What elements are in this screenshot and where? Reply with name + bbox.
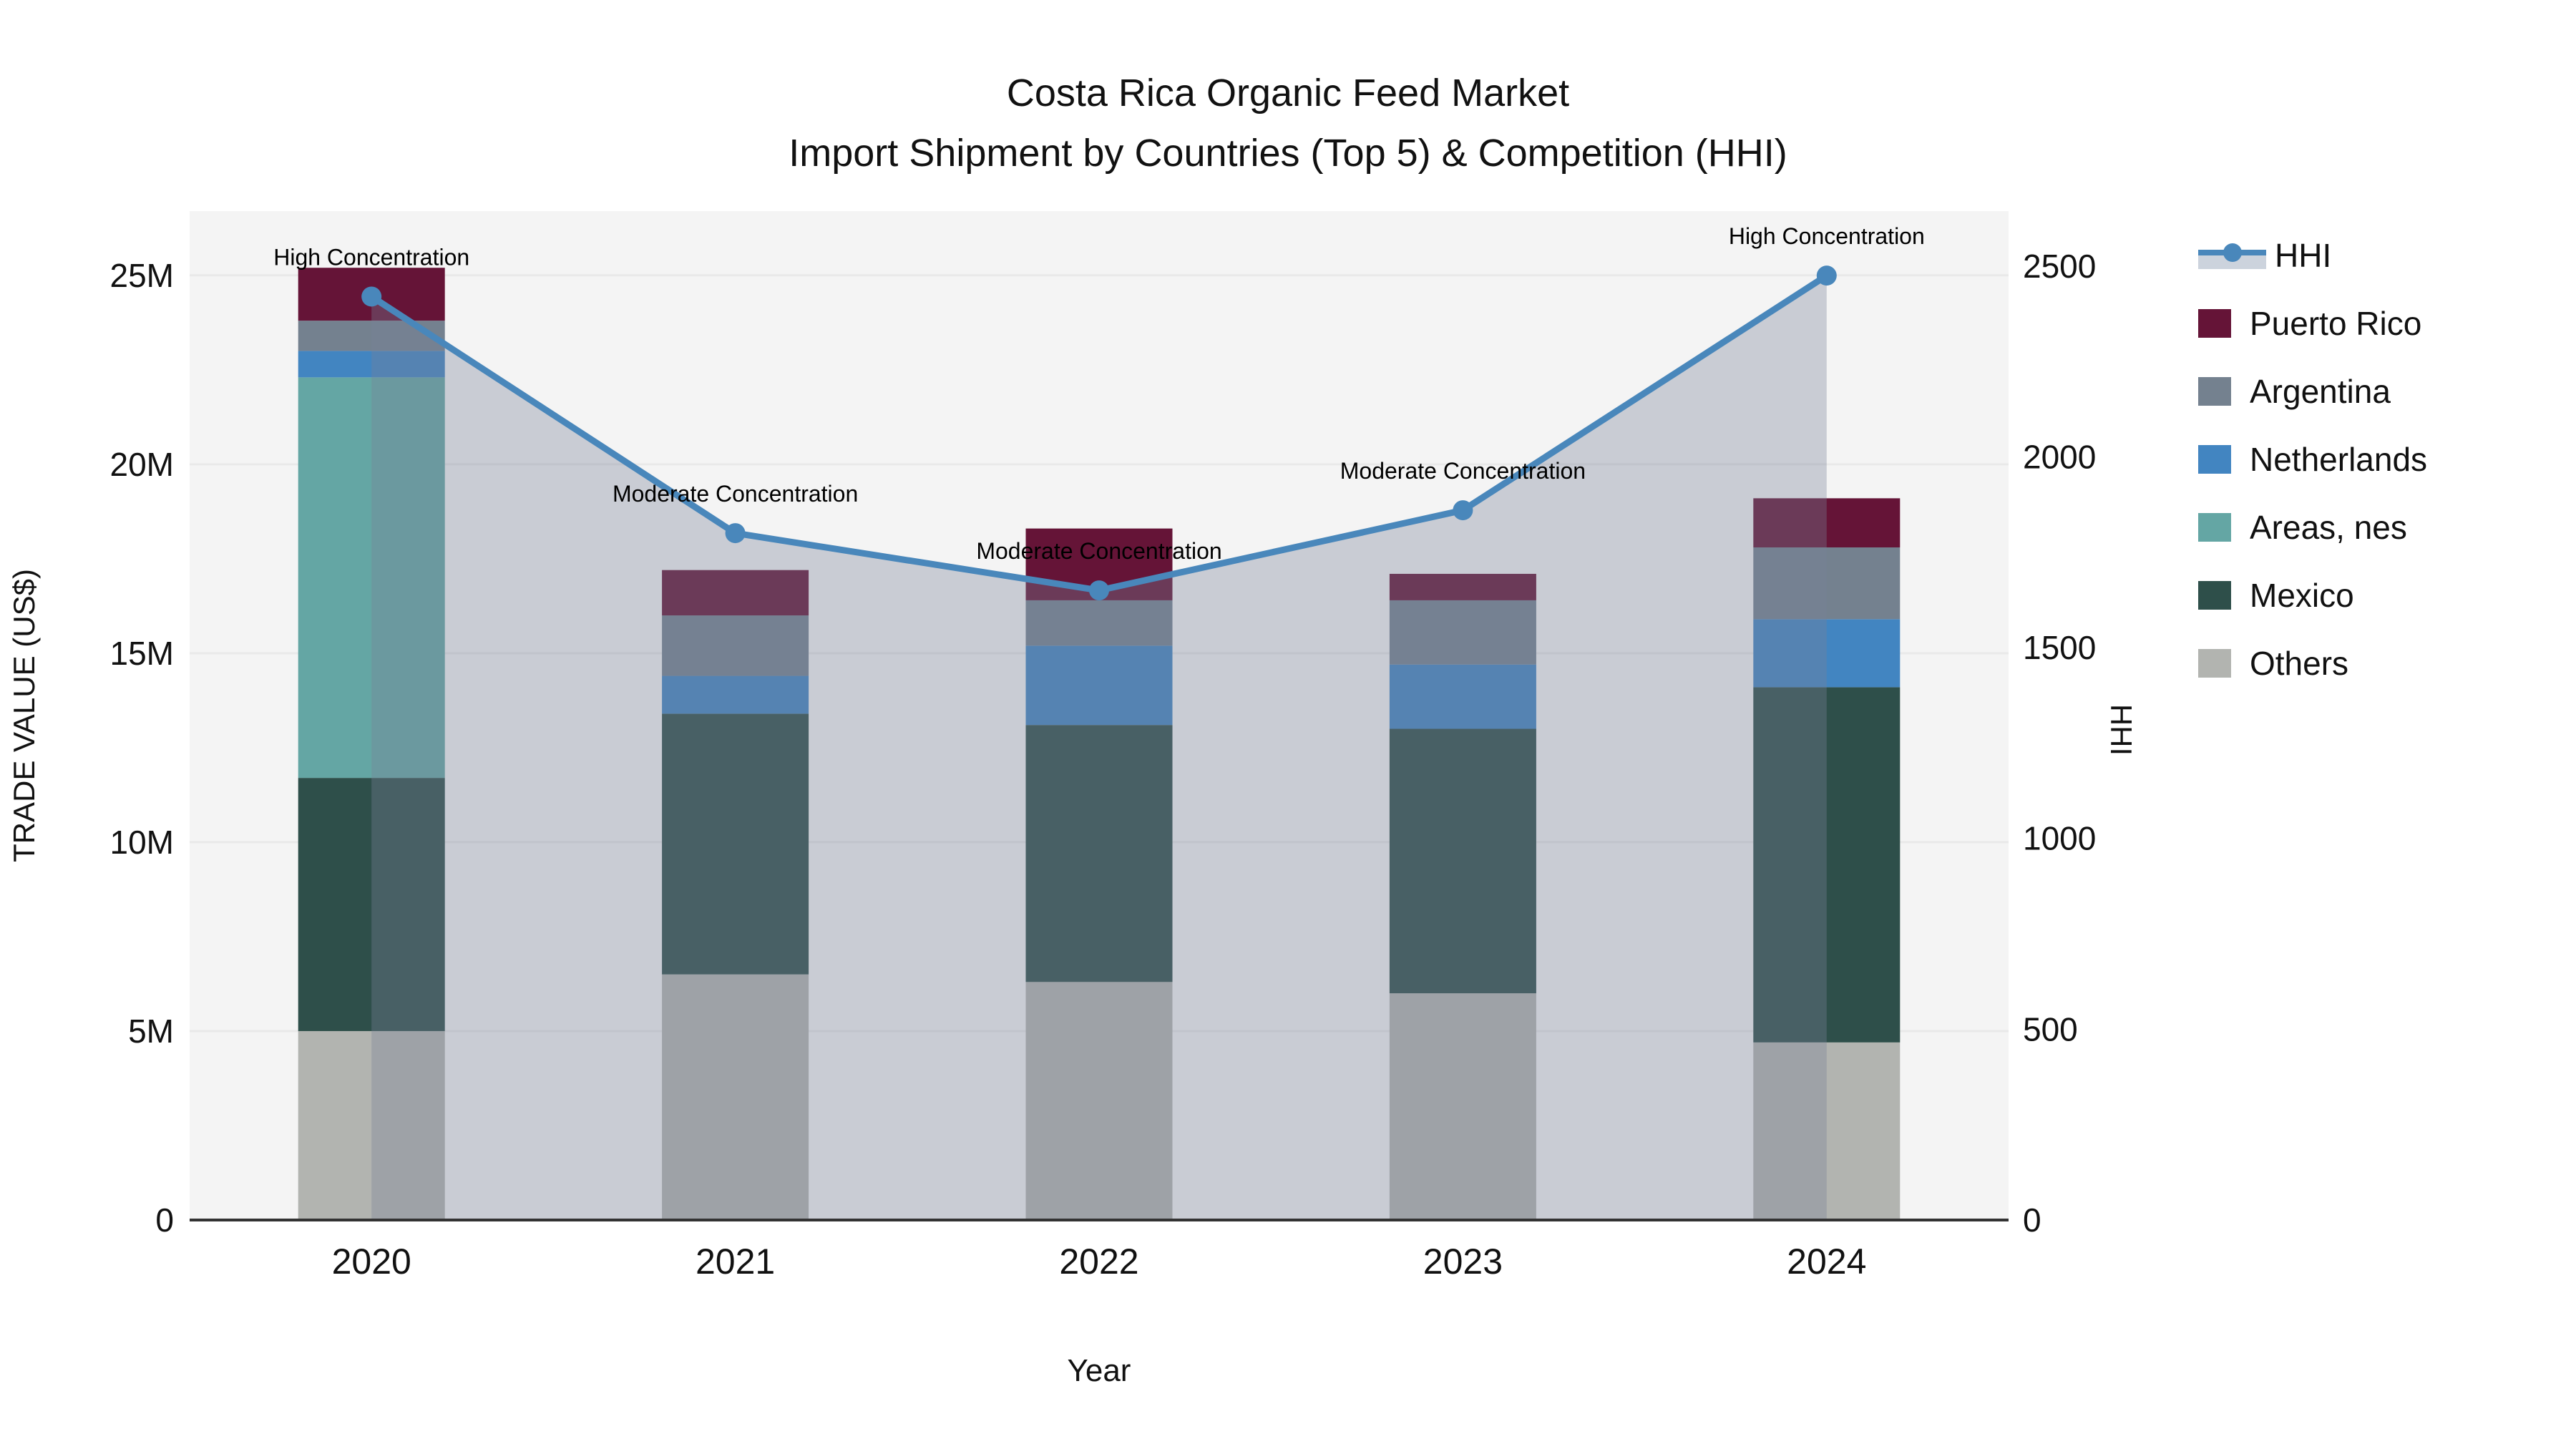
y-axis-left-tick: 15M <box>110 635 174 672</box>
bar-segment-puerto-rico-2023[interactable] <box>1389 573 1536 600</box>
legend-swatch-dot <box>2223 243 2242 262</box>
hhi-marker-2023[interactable] <box>1453 500 1473 521</box>
y-axis-right-tick: 0 <box>2023 1201 2041 1239</box>
bar-segment-argentina-2021[interactable] <box>662 615 809 676</box>
y-axis-left-tick: 20M <box>110 446 174 483</box>
legend-swatch-line-icon <box>2198 239 2266 272</box>
hhi-marker-2024[interactable] <box>1816 265 1837 286</box>
legend-swatch-icon <box>2198 377 2231 406</box>
x-axis-tick-2024: 2024 <box>1787 1241 1866 1282</box>
x-axis-title: Year <box>1068 1353 1131 1388</box>
legend-item-label: Netherlands <box>2250 441 2428 478</box>
legend-swatch-icon <box>2198 445 2231 474</box>
bar-segment-argentina-2024[interactable] <box>1753 547 1901 620</box>
hhi-marker-2022[interactable] <box>1089 580 1109 601</box>
bar-segment-argentina-2023[interactable] <box>1389 600 1536 665</box>
hhi-marker-2021[interactable] <box>725 523 746 544</box>
legend-item-label: Mexico <box>2250 577 2354 614</box>
bar-segment-mexico-2024[interactable] <box>1753 687 1901 1043</box>
bar-segment-mexico-2023[interactable] <box>1389 728 1536 994</box>
legend-item-label: Puerto Rico <box>2250 305 2422 342</box>
legend-swatch-icon <box>2198 581 2231 610</box>
bar-segment-mexico-2022[interactable] <box>1025 725 1173 982</box>
y-axis-left-tick: 5M <box>128 1013 174 1050</box>
bar-segment-areas-nes-2020[interactable] <box>298 377 445 779</box>
legend-item-areas-nes[interactable]: Areas, nes <box>2198 508 2427 547</box>
chart-title-line2: Import Shipment by Countries (Top 5) & C… <box>789 132 1787 175</box>
legend-item-argentina[interactable]: Argentina <box>2198 372 2427 411</box>
legend-swatch-icon <box>2198 309 2231 338</box>
y-axis-right-tick: 2000 <box>2023 438 2096 475</box>
y-axis-left-tick: 0 <box>155 1201 174 1239</box>
bar-segment-mexico-2020[interactable] <box>298 778 445 1031</box>
legend-item-label: Argentina <box>2250 373 2391 410</box>
legend-item-hhi[interactable]: HHI <box>2198 236 2427 275</box>
annotation-2021: Moderate Concentration <box>613 481 858 507</box>
bar-segment-puerto-rico-2021[interactable] <box>662 570 809 616</box>
bar-segment-puerto-rico-2024[interactable] <box>1753 498 1901 547</box>
legend-item-label: HHI <box>2275 237 2332 274</box>
bar-segment-others-2023[interactable] <box>1389 993 1536 1220</box>
bar-segment-netherlands-2023[interactable] <box>1389 664 1536 729</box>
annotation-2020: High Concentration <box>273 244 469 270</box>
legend-item-others[interactable]: Others <box>2198 644 2427 683</box>
annotation-2022: Moderate Concentration <box>976 538 1221 564</box>
chart-title: Costa Rica Organic Feed Market Import Sh… <box>0 63 2576 183</box>
legend-swatch-icon <box>2198 649 2231 678</box>
x-axis-tick-2022: 2022 <box>1059 1241 1138 1282</box>
x-axis-tick-2023: 2023 <box>1423 1241 1503 1282</box>
y-axis-left-tick: 10M <box>110 824 174 861</box>
bar-segment-netherlands-2021[interactable] <box>662 675 809 714</box>
y-axis-right-tick: 1000 <box>2023 820 2096 857</box>
legend-item-label: Others <box>2250 645 2349 682</box>
legend-item-label: Areas, nes <box>2250 509 2407 546</box>
y-axis-right-tick: 2500 <box>2023 248 2096 285</box>
annotation-2023: Moderate Concentration <box>1340 458 1586 484</box>
legend-item-netherlands[interactable]: Netherlands <box>2198 440 2427 479</box>
bar-segment-others-2024[interactable] <box>1753 1042 1901 1220</box>
bar-segment-netherlands-2022[interactable] <box>1025 645 1173 726</box>
bar-segment-netherlands-2020[interactable] <box>298 351 445 378</box>
legend-item-puerto-rico[interactable]: Puerto Rico <box>2198 304 2427 343</box>
x-axis-tick-2020: 2020 <box>332 1241 411 1282</box>
bar-segment-argentina-2022[interactable] <box>1025 600 1173 646</box>
legend-swatch-icon <box>2198 513 2231 542</box>
legend: HHI Puerto Rico Argentina Netherlands Areas,… <box>2198 236 2427 712</box>
y-axis-right-tick: 500 <box>2023 1010 2078 1048</box>
bar-segment-others-2020[interactable] <box>298 1030 445 1220</box>
legend-item-mexico[interactable]: Mexico <box>2198 576 2427 615</box>
chart-title-line1: Costa Rica Organic Feed Market <box>1006 72 1570 114</box>
hhi-marker-2020[interactable] <box>361 286 382 307</box>
x-axis-tick-2021: 2021 <box>696 1241 775 1282</box>
bar-segment-netherlands-2024[interactable] <box>1753 619 1901 688</box>
y-axis-title-left: TRADE VALUE (US$) <box>7 569 41 862</box>
y-axis-right-tick: 1500 <box>2023 629 2096 666</box>
bar-segment-others-2021[interactable] <box>662 974 809 1220</box>
bar-segment-others-2022[interactable] <box>1025 982 1173 1220</box>
y-axis-left-tick: 25M <box>110 257 174 294</box>
y-axis-title-right: HHI <box>2104 703 2138 756</box>
annotation-2024: High Concentration <box>1729 223 1925 249</box>
bar-segment-mexico-2021[interactable] <box>662 713 809 975</box>
